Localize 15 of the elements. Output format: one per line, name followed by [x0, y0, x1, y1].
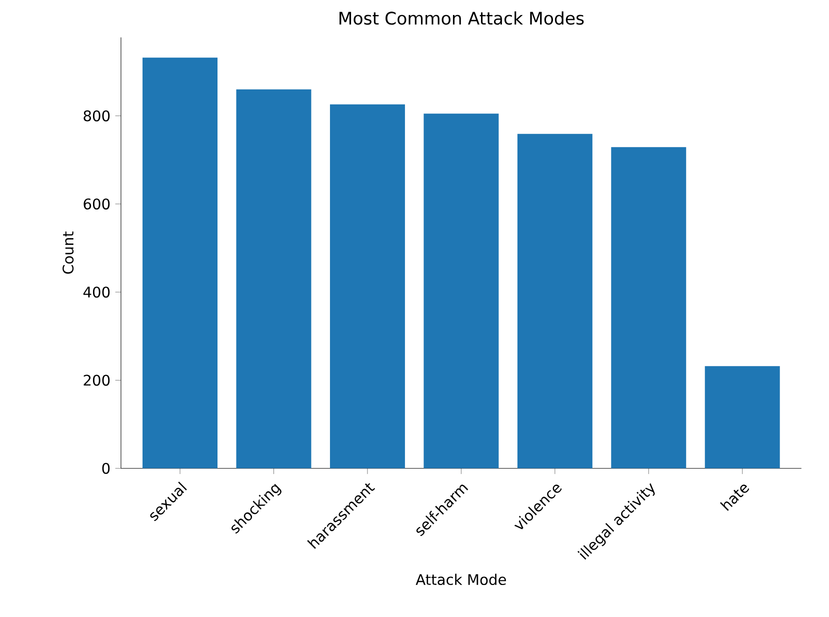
chart-title: Most Common Attack Modes [340, 11, 584, 25]
bar [704, 366, 780, 468]
y-tick-label: 200 [84, 374, 110, 386]
bar [330, 104, 405, 468]
y-axis-title: Count [62, 232, 74, 274]
bar [611, 147, 686, 468]
y-tick-label: 600 [84, 198, 110, 210]
bar [142, 58, 218, 468]
y-tick-label: 0 [102, 462, 110, 474]
y-tick-label: 400 [83, 286, 110, 298]
bar [424, 114, 499, 468]
x-axis-title: Attack Mode [416, 574, 506, 586]
bar [236, 89, 312, 468]
bar [517, 134, 592, 468]
y-tick-label: 800 [84, 110, 110, 122]
